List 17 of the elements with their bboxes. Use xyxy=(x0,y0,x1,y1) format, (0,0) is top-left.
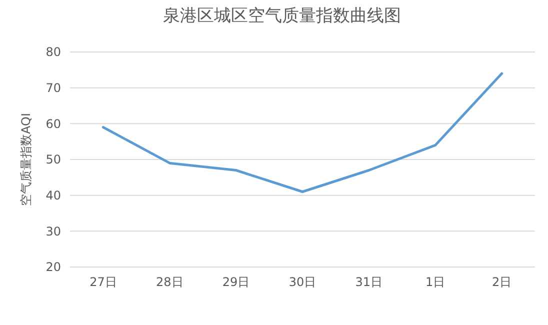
x-tick-label: 31日 xyxy=(355,275,383,289)
y-tick-label: 70 xyxy=(46,81,61,96)
x-tick-label: 29日 xyxy=(222,275,250,289)
x-tick-label: 27日 xyxy=(90,275,117,289)
y-tick-label: 40 xyxy=(46,188,61,203)
y-axis-title: 空气质量指数AQI xyxy=(19,113,33,206)
y-tick-label: 60 xyxy=(46,116,61,131)
x-tick-label: 28日 xyxy=(156,275,184,289)
y-tick-label: 30 xyxy=(46,224,61,238)
x-tick-label: 1日 xyxy=(426,275,446,289)
x-tick-label: 2日 xyxy=(492,275,512,289)
y-tick-label: 50 xyxy=(46,152,61,167)
y-tick-label: 20 xyxy=(46,260,61,274)
chart-title: 泉港区城区空气质量指数曲线图 xyxy=(163,6,401,26)
x-tick-label: 30日 xyxy=(288,275,316,289)
line-series xyxy=(102,72,504,193)
y-tick-label: 80 xyxy=(46,45,61,60)
